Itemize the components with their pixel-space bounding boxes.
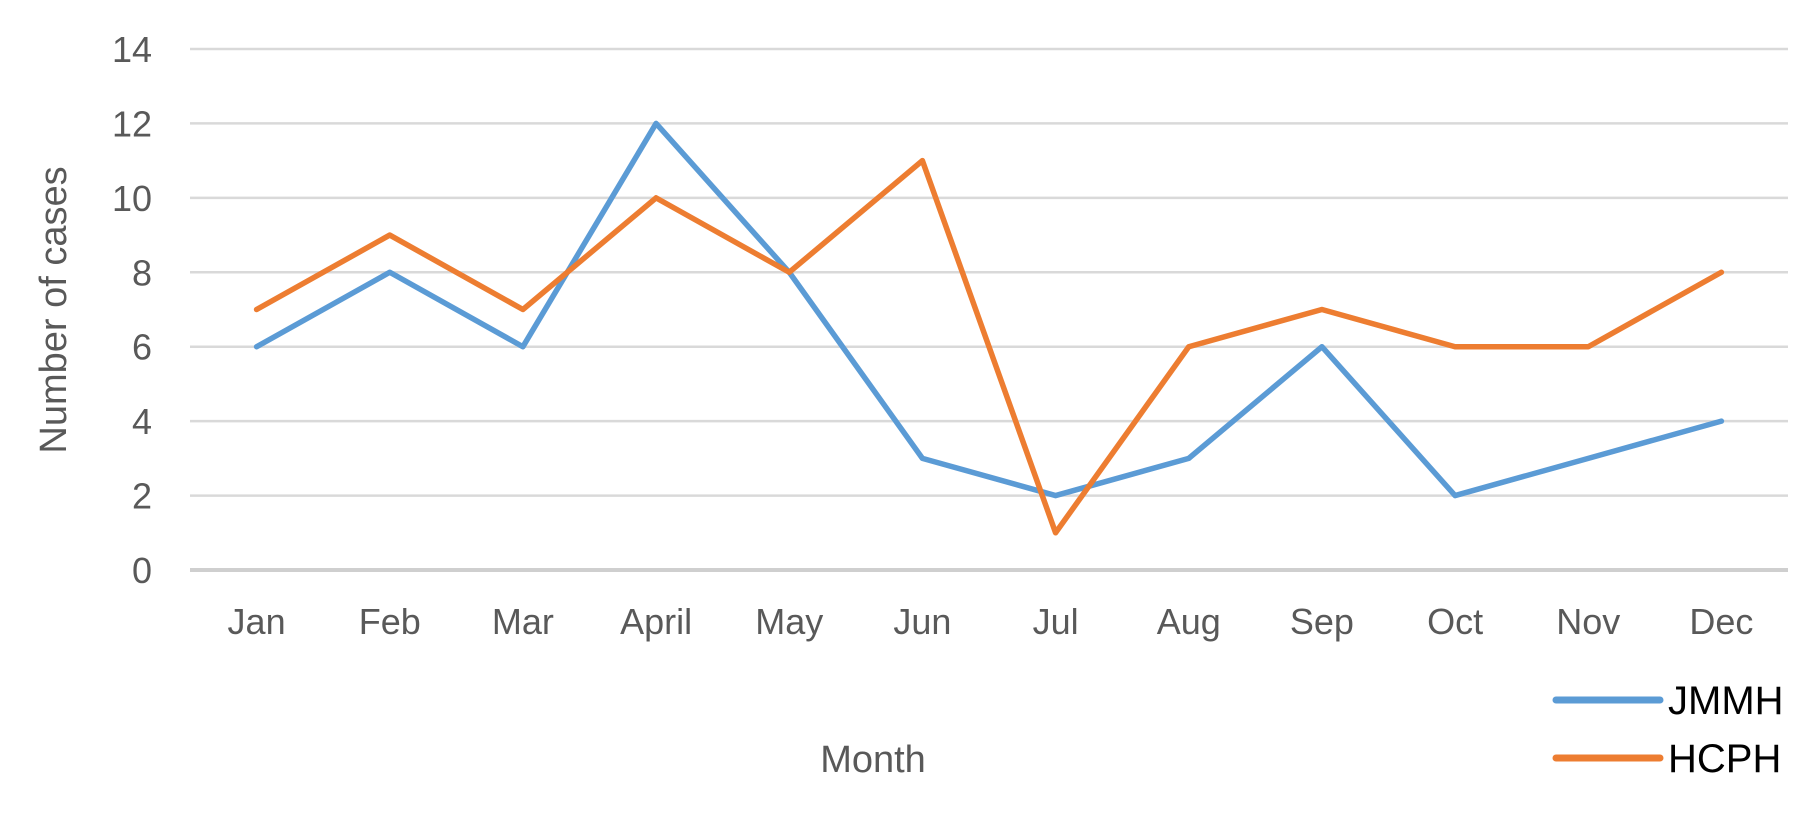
x-tick-label: Sep [1290,601,1354,642]
y-tick-label: 8 [132,252,152,293]
x-tick-label: Mar [492,601,554,642]
series-line-hcph[interactable] [253,157,1725,536]
legend-label: JMMH [1668,679,1784,723]
x-tick-label: Jun [893,601,951,642]
x-tick-label: April [620,601,692,642]
series-line-jmmh[interactable] [253,120,1725,499]
y-tick-label: 6 [132,327,152,368]
x-axis-title: Month [820,739,926,781]
y-tick-label: 0 [132,550,152,591]
y-axis-tick-labels: 0 2 4 6 8 10 12 14 [112,29,152,591]
x-tick-label: Nov [1556,601,1620,642]
x-tick-label: Feb [359,601,421,642]
y-tick-label: 4 [132,401,152,442]
y-tick-label: 12 [112,103,152,144]
y-tick-label: 14 [112,29,152,70]
x-tick-label: May [755,601,823,642]
legend-item-hcph[interactable]: HCPH [1552,737,1781,781]
y-tick-label: 10 [112,178,152,219]
x-tick-label: Jul [1033,601,1079,642]
series-lines [253,120,1725,536]
x-tick-label: Oct [1427,601,1483,642]
x-tick-label: Dec [1689,601,1753,642]
y-tick-label: 2 [132,476,152,517]
legend-item-jmmh[interactable]: JMMH [1552,679,1784,723]
legend: JMMH HCPH [1552,679,1784,781]
x-axis-tick-labels: Jan Feb Mar April May Jun Jul Aug Sep Oct Nov Dec [228,601,1754,642]
legend-label: HCPH [1668,737,1781,781]
x-tick-label: Aug [1157,601,1221,642]
x-tick-label: Jan [228,601,286,642]
gridlines [190,47,1788,572]
y-axis-title: Number of cases [33,166,75,453]
